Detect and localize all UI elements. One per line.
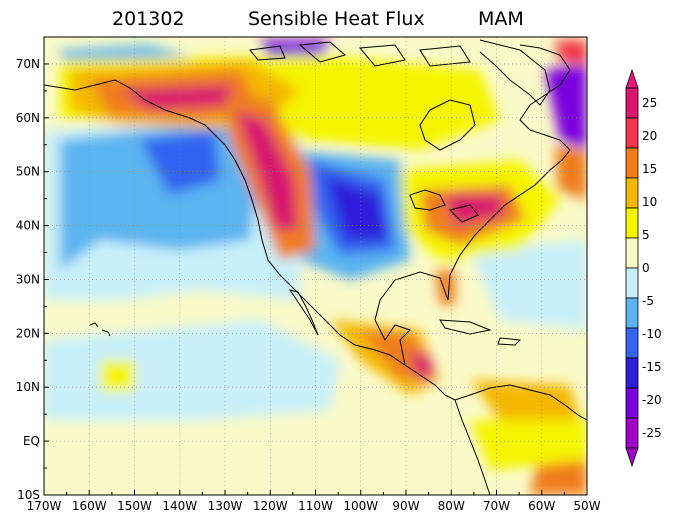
coastlines <box>44 39 587 495</box>
coastline-caribbean <box>439 319 522 346</box>
coastline-great-lakes <box>409 189 479 223</box>
field-pos-southam-brazil <box>470 420 587 470</box>
colorbar-swatch <box>625 117 639 149</box>
field-pos-pacific-blob <box>100 360 135 392</box>
colorbar-label: -20 <box>642 393 662 407</box>
x-tick-label: 140W <box>162 499 197 513</box>
colorbar-label: -15 <box>642 360 662 374</box>
field-neg-weak-tropics <box>44 320 340 420</box>
title-period: 201302 <box>112 8 185 30</box>
y-tick-label: 40N <box>16 219 40 233</box>
x-tick-label: 110W <box>298 499 333 513</box>
colorbar-swatch <box>625 207 639 239</box>
colorbar-bottom-triangle <box>625 447 639 468</box>
colorbar-top-triangle <box>625 68 639 89</box>
field-neg-weak-atlantic <box>470 240 587 330</box>
colorbar-swatch <box>625 357 639 389</box>
coastline-baja <box>288 289 319 336</box>
axis-ticks: 170W 160W 150W 140W 130W 120W 110W 100W 90W 80W 70… <box>16 57 601 513</box>
x-tick-label: 120W <box>253 499 288 513</box>
colorbar-swatch <box>625 387 639 419</box>
field-neg-strong-pacific <box>140 130 220 195</box>
colorbar-swatch <box>625 327 639 359</box>
x-tick-label: 170W <box>27 499 62 513</box>
field-pos-southam-north <box>470 380 580 420</box>
x-tick-label: 90W <box>392 499 419 513</box>
map-panel <box>44 37 587 495</box>
field-pos-strong-mexico <box>360 330 430 380</box>
y-tick-label: 50N <box>16 165 40 179</box>
x-tick-label: 100W <box>343 499 378 513</box>
field-pos-extreme-rockies <box>235 110 298 230</box>
colorbar-label: 15 <box>642 162 657 176</box>
colorbar-swatch <box>625 177 639 209</box>
x-tick-label: 50W <box>573 499 600 513</box>
y-tick-label: 20N <box>16 326 40 340</box>
colorbar-label: -25 <box>642 426 662 440</box>
y-tick-label: EQ <box>23 434 40 448</box>
colorbar-label: 20 <box>642 129 657 143</box>
coastline-greenland <box>479 39 551 106</box>
title-variable: Sensible Heat Flux <box>248 8 425 30</box>
y-tick-label: 10N <box>16 380 40 394</box>
flux-field <box>44 40 587 495</box>
coastline-arctic-islands <box>249 41 471 67</box>
field-pos-extreme-east <box>445 195 505 225</box>
graticule <box>44 37 587 495</box>
colorbar-swatch <box>625 297 639 329</box>
x-tick-label: 160W <box>72 499 107 513</box>
colorbar-label: -10 <box>642 327 662 341</box>
y-tick-label: 60N <box>16 111 40 125</box>
x-tick-label: 70W <box>483 499 510 513</box>
colorbar-label: 25 <box>642 96 657 110</box>
colorbar-swatch <box>625 267 639 299</box>
colorbar-swatch <box>625 237 639 269</box>
coastline-hudson-bay <box>419 99 476 151</box>
colorbar-label: 5 <box>642 228 650 242</box>
colorbar-label: 0 <box>642 261 650 275</box>
x-tick-label: 150W <box>117 499 152 513</box>
x-tick-label: 80W <box>438 499 465 513</box>
colorbar-swatch <box>625 417 639 449</box>
field-neg-extreme-labrador <box>545 65 587 150</box>
x-tick-label: 60W <box>528 499 555 513</box>
colorbar-label: -5 <box>642 294 654 308</box>
title-season: MAM <box>478 8 524 30</box>
y-tick-label: 70N <box>16 57 40 71</box>
colorbar-label: 10 <box>642 195 657 209</box>
y-tick-label: 10S <box>17 488 40 502</box>
field-neg-strongest-plains <box>325 175 388 240</box>
colorbar-swatch <box>625 87 639 119</box>
y-tick-label: 30N <box>16 272 40 286</box>
coastline-north-america <box>44 44 571 401</box>
x-tick-label: 130W <box>208 499 243 513</box>
coastline-hawaii <box>89 322 111 337</box>
colorbar-swatch <box>625 147 639 179</box>
colorbar: 25 20 15 10 5 0 -5 -10 -15 -20 -25 <box>625 68 662 468</box>
coastline-south-america <box>454 384 587 495</box>
